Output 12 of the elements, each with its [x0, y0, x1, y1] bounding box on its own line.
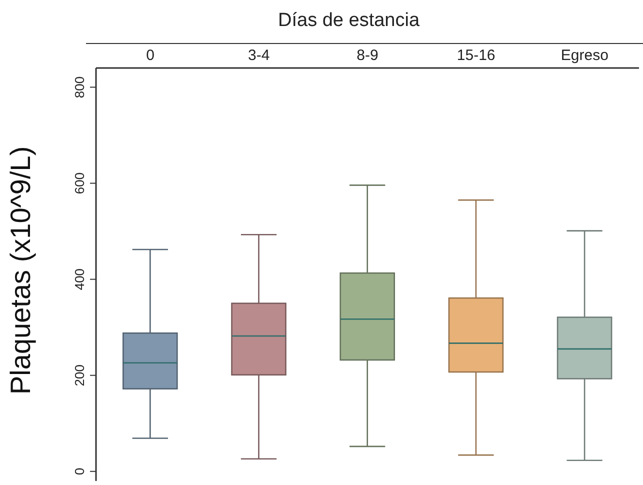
x-tick-label: 15-16 [456, 47, 496, 64]
y-tick-label: 400 [72, 268, 87, 290]
y-tick-label: 600 [72, 172, 87, 194]
x-tick-label: 8-9 [356, 47, 378, 64]
x-axis-title: Días de estancia [278, 10, 420, 32]
x-tick-label: 0 [146, 47, 154, 64]
x-tick-label: Egreso [560, 47, 608, 64]
y-tick-label: 0 [72, 468, 87, 476]
y-tick-label: 800 [72, 76, 87, 98]
y-axis-title: Plaquetas (x10^9/L) [4, 146, 36, 394]
x-tick-label: 3-4 [248, 47, 270, 64]
y-tick-label: 200 [72, 364, 87, 386]
